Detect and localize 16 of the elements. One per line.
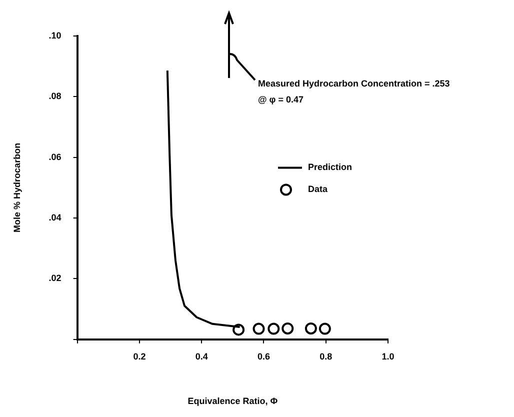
y-axis-title: Mole % Hydrocarbon	[12, 142, 22, 232]
legend-label: Prediction	[308, 162, 352, 172]
y-tick-label: .06	[48, 152, 62, 162]
y-tick-label: .02	[48, 273, 62, 284]
y-tick-label: .10	[48, 30, 62, 40]
x-tick-label: 0.8	[320, 351, 332, 362]
x-tick-label: 1.0	[382, 351, 394, 362]
x-tick-label: 0.2	[133, 351, 146, 362]
y-tick-label: .08	[48, 91, 62, 102]
annotation: Measured Hydrocarbon Concentration = .253	[258, 78, 450, 88]
y-tick-label: .04	[48, 212, 62, 223]
x-tick-label: 0.6	[257, 351, 270, 362]
x-axis-title: Equivalence Ratio, Φ	[188, 396, 278, 406]
legend-label: Data	[308, 184, 328, 194]
x-tick-label: 0.4	[195, 351, 208, 362]
annotation: @ φ = 0.47	[258, 94, 304, 104]
